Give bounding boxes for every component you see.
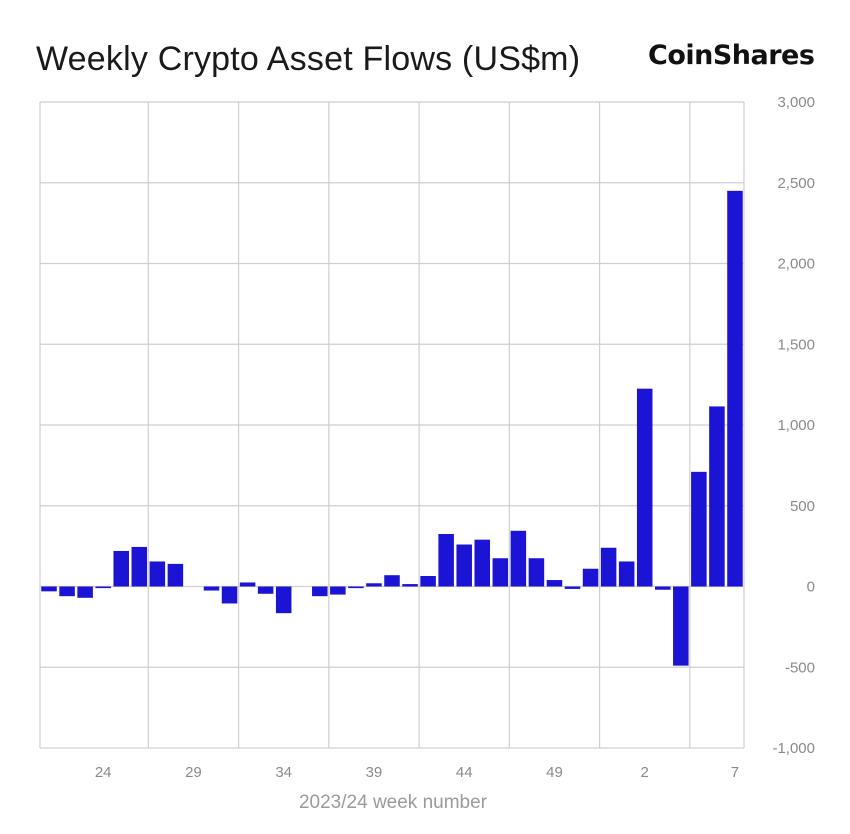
bar-week-34 — [275, 586, 292, 614]
bar-week-31 — [221, 586, 238, 604]
bar-week-25 — [113, 550, 129, 587]
y-tick-label: 1,000 — [777, 417, 815, 434]
bar-week-6 — [709, 406, 725, 587]
y-tick-label: -1,000 — [772, 740, 815, 757]
bar-week-41 — [402, 584, 418, 587]
x-tick-label: 2 — [641, 764, 649, 781]
bar-week-32 — [239, 582, 256, 587]
bar-week-24 — [95, 586, 111, 589]
x-tick-label: 49 — [546, 764, 563, 781]
bar-week-33 — [257, 586, 274, 594]
bar-week-46 — [492, 558, 509, 587]
y-axis-ticks: 3,000 2,500 2,000 1,500 1,000 500 0 -500 -1,000 — [772, 94, 815, 757]
bar-week-38 — [348, 586, 364, 589]
bar-week-40 — [384, 575, 400, 587]
y-tick-label: 2,500 — [777, 175, 815, 192]
y-tick-label: 500 — [790, 498, 815, 515]
bar-week-44 — [456, 544, 472, 587]
bar-week-50 — [564, 586, 581, 589]
bar-week-42 — [420, 576, 436, 587]
bar-week-5 — [691, 471, 707, 587]
bar-week-37 — [330, 586, 346, 595]
bar-week-45 — [474, 539, 491, 587]
bar-week-47 — [510, 530, 527, 587]
bar-week-28 — [167, 563, 184, 587]
x-axis-ticks: 24 29 34 39 44 49 2 7 — [95, 764, 739, 781]
bar-week-27 — [149, 561, 166, 587]
brand-logo: CoinShares — [648, 40, 815, 71]
bar-week-2 — [636, 388, 653, 587]
bar-week-36 — [312, 586, 328, 597]
y-tick-label: 1,500 — [777, 336, 815, 353]
bar-week-30 — [203, 586, 220, 591]
bar-week-3 — [655, 586, 671, 590]
y-tick-label: 2,000 — [777, 256, 815, 273]
bar-week-26 — [131, 546, 148, 587]
x-axis-label: 2023/24 week number — [299, 792, 488, 813]
y-tick-label: -500 — [785, 659, 815, 676]
bar-week-22 — [59, 586, 75, 597]
bars-series — [41, 190, 743, 666]
bar-week-39 — [366, 583, 382, 587]
bar-week-7 — [727, 190, 743, 587]
x-tick-label: 7 — [731, 764, 739, 781]
y-tick-label: 0 — [807, 579, 815, 596]
bar-week-1 — [618, 561, 635, 587]
x-tick-label: 44 — [456, 764, 473, 781]
x-tick-label: 39 — [366, 764, 383, 781]
bar-week-51 — [582, 568, 599, 587]
bar-week-4 — [673, 586, 689, 666]
x-tick-label: 29 — [185, 764, 202, 781]
bar-week-21 — [41, 586, 57, 592]
x-tick-label: 34 — [275, 764, 292, 781]
bar-week-49 — [546, 580, 563, 587]
chart-title: Weekly Crypto Asset Flows (US$m) — [36, 40, 581, 78]
bar-week-43 — [438, 534, 454, 587]
bar-week-23 — [77, 586, 93, 598]
x-tick-label: 24 — [95, 764, 112, 781]
bar-week-48 — [528, 558, 545, 587]
bar-week-52 — [600, 547, 617, 587]
y-tick-label: 3,000 — [777, 94, 815, 111]
